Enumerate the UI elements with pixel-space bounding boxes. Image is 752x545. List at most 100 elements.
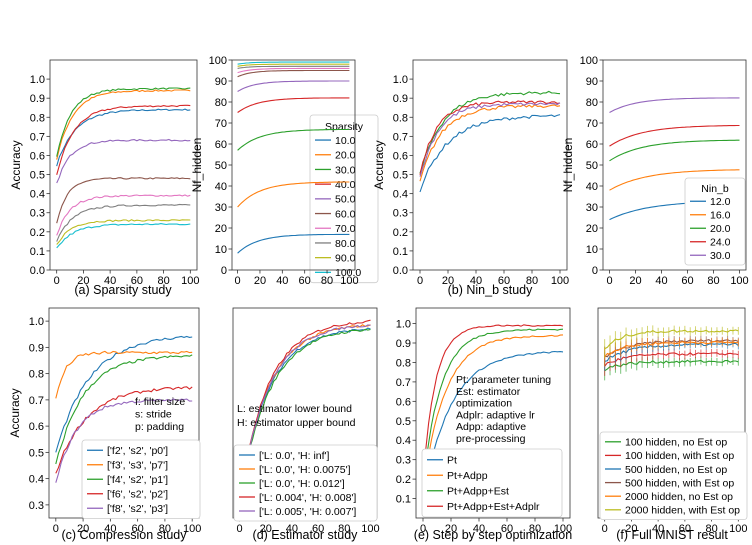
y-tick-label: 20 <box>586 223 598 235</box>
series-line-5 <box>55 398 193 483</box>
y-tick-label: 0.3 <box>30 208 45 220</box>
y-tick-label: 0.7 <box>30 131 45 143</box>
series-line-2 <box>604 352 739 367</box>
y-tick-label: 20 <box>215 223 227 235</box>
series-line-6 <box>56 177 191 224</box>
series-line-4 <box>238 319 371 499</box>
y-axis-label: Accuracy <box>372 140 386 189</box>
y-tick-label: 30 <box>215 202 227 214</box>
x-tick-label: 40 <box>473 523 485 535</box>
legend-label: 500 hidden, with Est op <box>625 477 734 489</box>
y-tick-label: 0.2 <box>396 474 411 486</box>
x-tick-label: 20 <box>77 275 89 287</box>
x-tick-label: 100 <box>729 523 747 535</box>
series-line-3 <box>419 90 561 174</box>
y-tick-label: 50 <box>586 160 598 172</box>
legend-label: 12.0 <box>710 196 731 208</box>
series-line-1 <box>422 350 564 500</box>
y-tick-label: 10 <box>215 244 227 256</box>
y-axis-label: Accuracy <box>8 388 22 437</box>
series-line-5 <box>604 340 739 358</box>
legend: ['L: 0.0', 'H: inf'] ['L: 0.0', 'H: 0.007… <box>233 444 378 522</box>
annotation-text: Pt: parameter tuning <box>456 374 551 386</box>
annotation-text: f: filter size <box>135 396 185 408</box>
x-tick-label: 20 <box>442 275 454 287</box>
plot-frame <box>415 307 571 519</box>
y-tick-label: 0.1 <box>393 246 408 258</box>
series-line-4 <box>56 104 191 175</box>
x-tick-label: 80 <box>157 275 169 287</box>
chart-panel-5: 0 20 40 60 80 100 0.3 0.4 0.5 0.6 0.7 0.8 0.9 1.0 Accu… <box>8 307 201 542</box>
y-tick-label: 70 <box>215 118 227 130</box>
annotation-text: p: padding <box>135 421 184 433</box>
legend-box <box>309 114 379 284</box>
plot-frame <box>49 59 198 271</box>
x-tick-label: 40 <box>286 523 298 535</box>
y-tick-label: 0.8 <box>393 112 408 124</box>
y-tick-label: 0 <box>592 265 598 277</box>
legend-label: Pt <box>447 455 457 467</box>
series-line-2 <box>55 350 193 399</box>
y-tick-label: 0.8 <box>30 112 45 124</box>
series-line-3 <box>609 139 740 162</box>
x-tick-label: 60 <box>679 523 691 535</box>
x-tick-label: 40 <box>276 275 288 287</box>
series-line-6 <box>604 329 739 350</box>
y-tick-label: 90 <box>215 76 227 88</box>
x-tick-label: 40 <box>470 275 482 287</box>
legend-label: Pt+Adpp+Est <box>447 486 509 498</box>
chart-panel-2: 0 20 40 60 80 100 0 10 20 30 40 50 60 70 80 90 100 Nf_hid… <box>190 55 359 287</box>
x-tick-label: 0 <box>417 275 423 287</box>
series-line-7 <box>56 194 191 236</box>
y-tick-label: 0.7 <box>396 377 411 389</box>
legend: ['f2', 's2', 'p0'] ['f3', 's3', 'p7'] ['f4… <box>81 439 201 519</box>
legend-label: ['f4', 's2', 'p1'] <box>107 474 168 486</box>
legend-label: 16.0 <box>710 210 731 222</box>
y-tick-label: 60 <box>586 139 598 151</box>
y-tick-label: 0.9 <box>393 93 408 105</box>
y-tick-label: 0.9 <box>29 342 44 354</box>
y-tick-label: 30 <box>586 202 598 214</box>
series-line-9 <box>56 219 191 245</box>
x-tick-label: 20 <box>629 275 641 287</box>
y-tick-label: 0.9 <box>30 93 45 105</box>
legend-label: 100 hidden, no Est op <box>625 437 727 449</box>
y-tick-label: 0.8 <box>396 357 411 369</box>
legend: Pt Pt+Adpp Pt+Adpp+Est Pt+Adpp+Est+Adplr <box>421 448 563 518</box>
legend-label: ['L: 0.0', 'H: 0.0075'] <box>259 464 351 476</box>
series-line-5 <box>609 97 740 113</box>
legend-label: ['L: 0.005', 'H: 0.007'] <box>259 506 356 518</box>
y-tick-label: 1.0 <box>396 319 411 331</box>
x-tick-label: 0 <box>602 523 608 535</box>
series-line-10 <box>237 61 350 65</box>
series-line-5 <box>56 138 191 184</box>
series-line-2 <box>56 89 191 160</box>
series-line-3 <box>55 354 193 465</box>
x-tick-label: 100 <box>181 275 199 287</box>
legend-label: 500 hidden, no Est op <box>625 464 727 476</box>
legend-label: 70.0 <box>335 223 356 235</box>
panel-caption: (a) Sparsity study <box>74 283 172 297</box>
series-line-5 <box>237 80 350 92</box>
series-line-4 <box>237 97 350 113</box>
legend-label: ['f3', 's3', 'p7'] <box>107 460 168 472</box>
y-tick-label: 40 <box>586 181 598 193</box>
y-tick-label: 0.0 <box>30 265 45 277</box>
chart-panel-7: 0 20 40 60 80 100 0.1 0.2 0.3 0.4 0.5 0.6 0.7 0.8 0.9 1… <box>396 307 572 542</box>
legend-box <box>421 448 563 518</box>
series-line-5 <box>238 324 371 500</box>
legend-label: ['f8', 's2', 'p3'] <box>107 503 168 515</box>
annotation-text: L: estimator lower bound <box>237 403 352 415</box>
y-tick-label: 0.5 <box>393 170 408 182</box>
y-tick-label: 0.4 <box>396 435 411 447</box>
y-tick-label: 0.5 <box>396 416 411 428</box>
y-tick-label: 0 <box>221 265 227 277</box>
legend-label: 80.0 <box>335 238 356 250</box>
series-line-1 <box>56 108 191 167</box>
series-line-10 <box>56 223 191 249</box>
x-tick-label: 60 <box>132 523 144 535</box>
y-tick-label: 0.1 <box>396 494 411 506</box>
x-tick-label: 0 <box>606 275 612 287</box>
x-tick-label: 20 <box>77 523 89 535</box>
y-tick-label: 0.2 <box>30 227 45 239</box>
